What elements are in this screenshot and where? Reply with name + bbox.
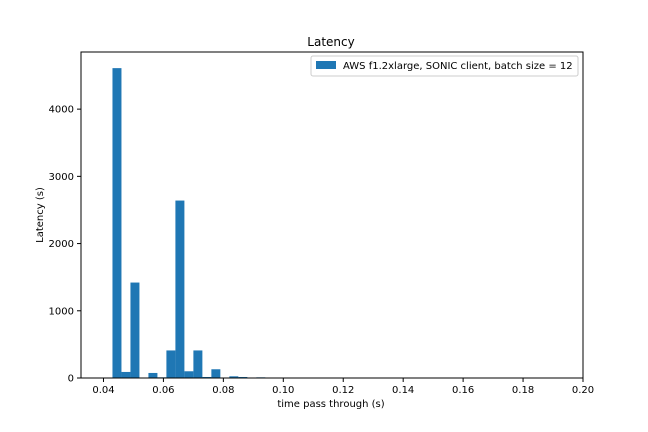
x-tick-label: 0.16 (452, 385, 474, 396)
histogram-bar (121, 371, 131, 378)
histogram-bar (229, 376, 239, 378)
x-tick-label: 0.18 (512, 385, 534, 396)
histogram-bar (112, 68, 122, 378)
y-tick-label: 2000 (49, 239, 74, 250)
x-axis-label: time pass through (s) (277, 399, 384, 410)
histogram-bar (193, 350, 203, 378)
chart-title: Latency (307, 35, 354, 49)
histogram-bar (202, 376, 212, 378)
x-axis-ticks: 0.04 0.06 0.08 0.10 0.12 0.14 0.16 0.18 0.20 (92, 378, 594, 396)
histogram-bar (175, 200, 185, 378)
x-tick-label: 0.10 (272, 385, 294, 396)
bars-group (112, 68, 284, 378)
histogram-bar (184, 371, 194, 378)
histogram-bar (148, 372, 158, 378)
histogram-bar (130, 282, 140, 378)
plot-frame (80, 51, 584, 379)
y-axis-ticks: 0 1000 2000 3000 4000 (49, 105, 81, 385)
legend-box (310, 55, 579, 77)
legend: AWS f1.2xlarge, SONIC client, batch size… (310, 55, 579, 77)
legend-label: AWS f1.2xlarge, SONIC client, batch size… (343, 61, 573, 72)
x-tick-label: 0.04 (92, 385, 114, 396)
x-tick-label: 0.12 (332, 385, 354, 396)
x-tick-label: 0.20 (572, 385, 594, 396)
histogram-bar (211, 369, 221, 378)
y-tick-label: 1000 (49, 306, 74, 317)
y-axis-label: Latency (s) (35, 187, 46, 243)
x-tick-label: 0.14 (392, 385, 414, 396)
y-tick-label: 0 (68, 374, 74, 385)
histogram-bar (238, 376, 248, 378)
x-tick-label: 0.06 (152, 385, 174, 396)
y-tick-label: 3000 (49, 172, 74, 183)
legend-swatch (316, 61, 336, 69)
x-tick-label: 0.08 (212, 385, 234, 396)
histogram-bar (166, 350, 176, 378)
y-tick-label: 4000 (49, 105, 74, 116)
